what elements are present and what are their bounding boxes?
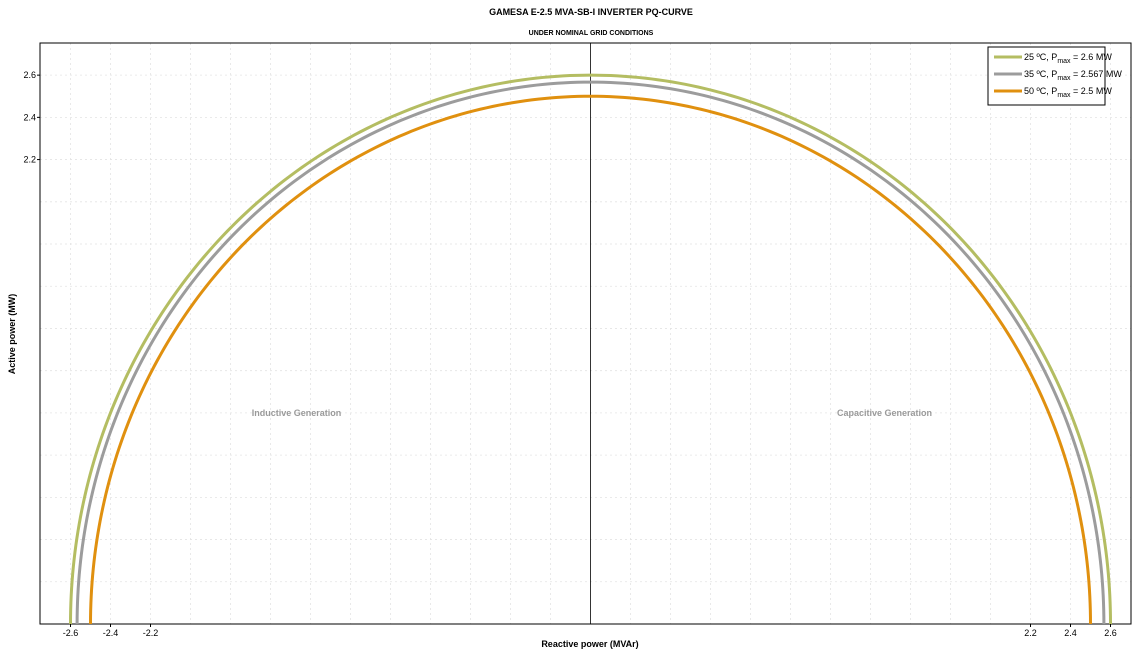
region-annotation: Inductive Generation (252, 408, 342, 418)
x-tick-label: -2.6 (63, 628, 79, 638)
x-axis-label: Reactive power (MVAr) (541, 639, 638, 649)
legend-entry-3: 50 ºC, Pmax = 2.5 MW (1024, 86, 1112, 99)
region-annotation: Capacitive Generation (837, 408, 932, 418)
y-tick-label: 2.6 (23, 70, 36, 80)
chart-title: GAMESA E-2.5 MVA-SB-I INVERTER PQ-CURVE (489, 7, 693, 17)
x-tick-label: 2.6 (1104, 628, 1117, 638)
curves (69, 73, 1112, 625)
x-tick-label: -2.2 (143, 628, 159, 638)
series-line-3 (89, 94, 1092, 625)
y-axis-ticks: 2.2 2.4 2.6 (23, 70, 40, 165)
x-tick-label: -2.4 (103, 628, 119, 638)
legend: 25 ºC, Pmax = 2.6 MW 35 ºC, Pmax = 2.567 … (987, 46, 1122, 106)
series-line-1 (69, 73, 1112, 625)
legend-entry-1: 25 ºC, Pmax = 2.6 MW (1024, 52, 1112, 65)
chart-subtitle: UNDER NOMINAL GRID CONDITIONS (529, 30, 654, 37)
x-axis-ticks: -2.6 -2.4 -2.2 2.2 2.4 2.6 (63, 624, 1117, 638)
plot-area (39, 42, 1132, 625)
y-tick-label: 2.2 (23, 155, 36, 165)
series-line-2 (75, 80, 1106, 625)
y-tick-label: 2.4 (23, 112, 36, 122)
annotations: Inductive Generation Capacitive Generatio… (252, 408, 932, 418)
y-axis-label: Active power (MW) (7, 294, 17, 375)
x-tick-label: 2.4 (1064, 628, 1077, 638)
x-tick-label: 2.2 (1024, 628, 1037, 638)
grid (40, 43, 1131, 624)
legend-entry-2: 35 ºC, Pmax = 2.567 MW (1024, 69, 1122, 82)
